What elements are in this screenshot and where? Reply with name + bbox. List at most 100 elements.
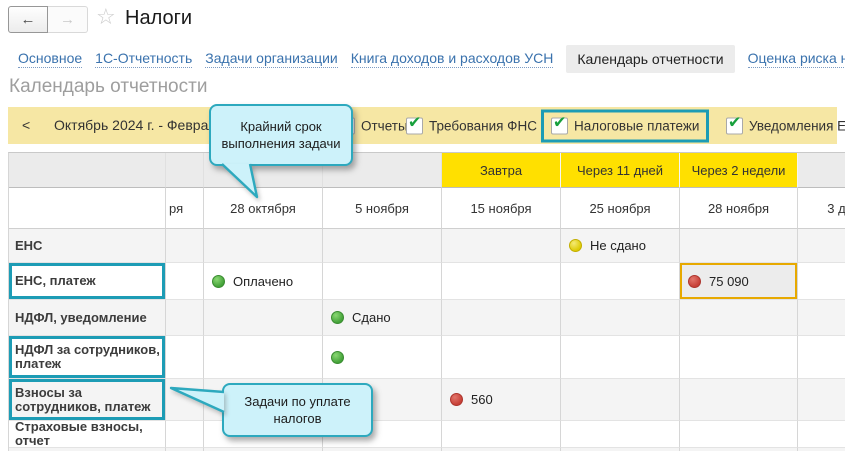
filter-checkbox-fns-requirements[interactable]: ✔ Требования ФНС [406, 114, 537, 134]
calendar-header-badges: Завтра Через 11 дней Через 2 недели [9, 153, 845, 188]
empty-cell [442, 300, 561, 336]
checkbox-icon: ✔ [551, 114, 568, 134]
tab-main[interactable]: Основное [18, 50, 83, 68]
empty-cell [680, 379, 798, 421]
empty-cell [204, 336, 323, 379]
filter-label: Налоговые платежи [574, 118, 700, 133]
empty-cell [561, 263, 680, 300]
column-date: ря [166, 188, 204, 229]
calendar-header-dates: ря 28 октября 5 ноября 15 ноября 25 ноября 28… [9, 188, 845, 229]
table-row: НДФЛ, уведомление Сдано [9, 300, 845, 336]
tab-risk-assessment[interactable]: Оценка риска нало [747, 50, 845, 68]
empty-cell [204, 229, 323, 263]
task-cell[interactable]: Оплачено [204, 263, 323, 300]
calendar-toolbar: < Октябрь 2024 г. - Февраль 2025 г. ✔Отч… [8, 107, 845, 144]
tab-bar: Основное 1С-Отчетность Задачи организации К… [18, 44, 845, 74]
status-warning-icon [569, 239, 582, 252]
table-row: Взносы за сотрудников, платеж 560 [9, 379, 845, 421]
empty-cell [561, 336, 680, 379]
favorite-star-icon[interactable]: ☆ [96, 4, 116, 29]
column-badge: Через 11 дней [561, 153, 680, 188]
column-date: 28 ноября [680, 188, 798, 229]
empty-cell [204, 300, 323, 336]
forward-arrow-icon: → [60, 11, 75, 28]
empty-cell [680, 336, 798, 379]
empty-cell [442, 263, 561, 300]
empty-cell [166, 263, 204, 300]
empty-cell [798, 229, 845, 263]
tooltip-tax-tasks-pointer [169, 386, 225, 414]
empty-cell [561, 300, 680, 336]
filter-checkbox-ens-notifications[interactable]: ✔ Уведомления ЕНС [726, 114, 845, 134]
table-row: НДФЛ за сотрудников, платеж [9, 336, 845, 379]
empty-cell [442, 229, 561, 263]
task-status-text: 560 [471, 392, 493, 407]
task-cell[interactable] [323, 336, 442, 379]
tooltip-deadline: Крайний срок выполнения задачи [209, 104, 353, 166]
filter-label: Уведомления ЕНС [749, 118, 845, 133]
empty-cell [323, 229, 442, 263]
empty-cell [680, 421, 798, 448]
filter-label: Требования ФНС [429, 118, 537, 133]
filter-label: Отчеты [361, 118, 408, 133]
section-heading: Календарь отчетности [9, 76, 208, 97]
task-row-label[interactable]: ЕНС [9, 229, 166, 263]
tab-reporting-calendar[interactable]: Календарь отчетности [566, 45, 735, 73]
tab-1c-reporting[interactable]: 1С-Отчетность [95, 50, 193, 68]
column-date: 3 декабря [798, 188, 845, 229]
tab-org-tasks[interactable]: Задачи организации [205, 50, 338, 68]
task-row-label[interactable]: НДФЛ за сотрудников, платеж [9, 336, 166, 379]
empty-cell [166, 229, 204, 263]
empty-cell [166, 421, 204, 448]
checkmark-icon: ✔ [408, 114, 422, 131]
checkmark-icon: ✔ [553, 114, 567, 131]
empty-cell [442, 421, 561, 448]
back-arrow-icon: ← [20, 11, 36, 28]
empty-cell [680, 229, 798, 263]
empty-cell [798, 379, 845, 421]
status-done-icon [212, 274, 225, 288]
status-overdue-icon [688, 274, 701, 288]
empty-cell [680, 300, 798, 336]
task-cell[interactable]: 560 [442, 379, 561, 421]
task-row-label[interactable]: Взносы за сотрудников, платеж [9, 379, 166, 421]
empty-cell [561, 421, 680, 448]
column-header-corner [9, 153, 166, 188]
tab-usn-income-book[interactable]: Книга доходов и расходов УСН [350, 50, 554, 68]
task-row-label[interactable]: НДФЛ, уведомление [9, 300, 166, 336]
table-row: ЕНС, платеж Оплачено 75 090 [9, 263, 845, 300]
forward-button[interactable]: → [48, 6, 88, 33]
filter-checkbox-tax-payments[interactable]: ✔ Налоговые платежи [541, 109, 710, 142]
previous-period-button[interactable]: < [22, 117, 31, 133]
empty-cell [166, 336, 204, 379]
task-row-label[interactable]: ЕНС, платеж [9, 263, 166, 300]
task-status-text: Не сдано [590, 238, 646, 253]
checkbox-icon: ✔ [406, 114, 423, 134]
task-status-text: 75 090 [709, 273, 749, 289]
page-title: Налоги [125, 7, 193, 29]
task-cell[interactable]: 75 090 [680, 263, 798, 300]
reporting-calendar-table: Завтра Через 11 дней Через 2 недели ря 28 ок… [8, 152, 845, 451]
task-cell[interactable]: Сдано [323, 300, 442, 336]
column-date: 25 ноября [561, 188, 680, 229]
empty-cell [166, 300, 204, 336]
column-date-corner [9, 188, 166, 229]
column-header [166, 153, 204, 188]
task-cell[interactable]: Не сдано [561, 229, 680, 263]
empty-cell [561, 379, 680, 421]
table-row: ЕНС Не сдано [9, 229, 845, 263]
empty-cell [798, 336, 845, 379]
task-row-label[interactable]: Страховые взносы, отчет [9, 421, 166, 448]
column-date: 5 ноября [323, 188, 442, 229]
column-date: 15 ноября [442, 188, 561, 229]
table-row: Страховые взносы, отчет [9, 421, 845, 448]
checkmark-icon: ✔ [728, 114, 742, 131]
empty-cell [798, 263, 845, 300]
column-date: 28 октября [204, 188, 323, 229]
tooltip-deadline-pointer [221, 163, 259, 199]
column-badge: Через 2 недели [680, 153, 798, 188]
back-button[interactable]: ← [8, 6, 48, 33]
column-badge: Завтра [442, 153, 561, 188]
task-status-text: Оплачено [233, 273, 294, 289]
column-header [798, 153, 845, 188]
